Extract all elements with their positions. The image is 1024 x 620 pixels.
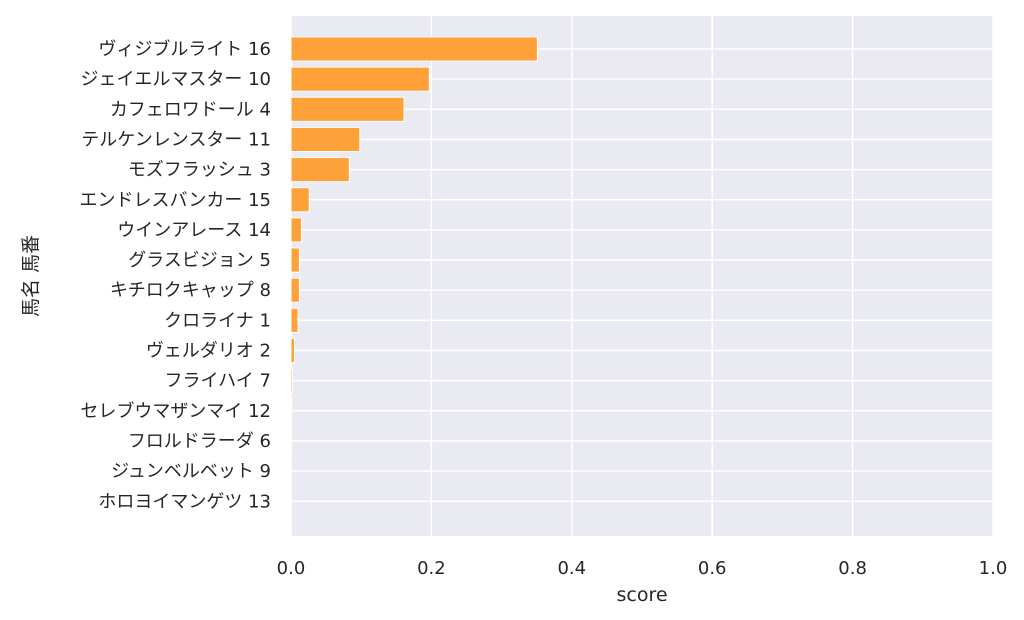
- gridlines: [290, 16, 994, 536]
- x-tick-label: 0.6: [698, 558, 727, 579]
- bar: [290, 36, 538, 62]
- y-tick-label: ウインアレース 14: [117, 220, 271, 241]
- y-tick-label: カフェロワドール 4: [110, 99, 271, 120]
- bar: [290, 126, 361, 153]
- x-tick-label: 1.0: [979, 558, 1008, 579]
- y-tick-label: クロライナ 1: [164, 310, 271, 331]
- y-tick-label: ホロヨイマンゲツ 13: [98, 491, 271, 512]
- bar: [290, 337, 296, 364]
- y-tick-label: ジュンベルベット 9: [111, 461, 271, 482]
- plot-area: [291, 16, 993, 536]
- x-tick-labels: 0.0 0.2 0.4 0.6 0.8 1.0: [277, 558, 1008, 579]
- x-axis-label: score: [616, 584, 667, 606]
- bars: [290, 36, 538, 454]
- bar: [290, 247, 300, 273]
- y-tick-labels: ヴィジブルライト 16 ジェイエルマスター 10 カフェロワドール 4 テルケンレンス…: [79, 38, 271, 512]
- y-tick-label: フライハイ 7: [165, 371, 271, 392]
- y-tick-label: キチロクキャップ 8: [110, 280, 271, 301]
- bar: [290, 187, 310, 213]
- y-tick-label: テルケンレンスター 11: [81, 129, 271, 150]
- x-tick-label: 0.2: [417, 558, 446, 579]
- x-tick-label: 0.4: [557, 558, 586, 579]
- y-tick-label: モズフラッシュ 3: [128, 160, 271, 181]
- bar: [290, 66, 430, 92]
- y-tick-label: ヴィジブルライト 16: [98, 38, 271, 60]
- y-tick-label: エンドレスバンカー 15: [79, 190, 271, 211]
- y-axis-label: 馬名 馬番: [20, 235, 42, 317]
- bar: [290, 96, 405, 122]
- y-tick-label: セレブウマザンマイ 12: [80, 400, 271, 422]
- x-tick-label: 0.8: [838, 558, 867, 579]
- bar: [290, 277, 300, 303]
- bar: [290, 157, 350, 183]
- y-tick-label: ヴェルダリオ 2: [146, 341, 271, 362]
- y-tick-label: グラスビジョン 5: [128, 250, 271, 271]
- bar: [290, 307, 299, 333]
- x-tick-label: 0.0: [277, 558, 306, 579]
- bar: [290, 398, 293, 424]
- y-tick-label: フロルドラーダ 6: [128, 431, 271, 452]
- y-tick-label: ジェイエルマスター 10: [81, 69, 271, 90]
- bar: [290, 368, 293, 394]
- bar: [290, 217, 303, 243]
